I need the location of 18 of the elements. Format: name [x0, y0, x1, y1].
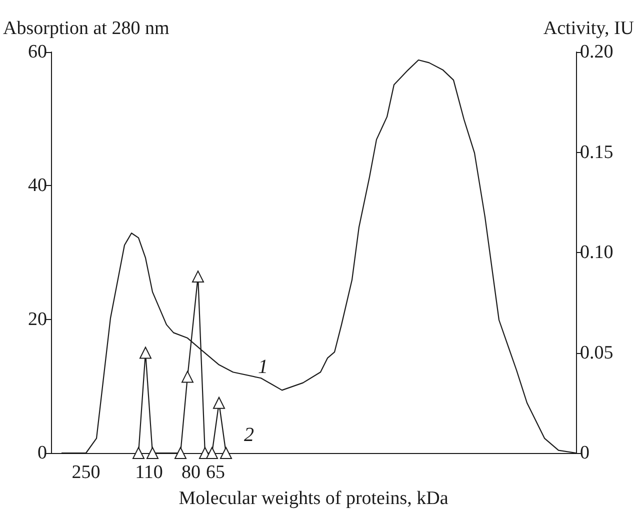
x-tick-label: 65	[206, 462, 225, 483]
x-tick-label: 80	[182, 462, 200, 483]
y2-tick-label: 0.05	[580, 342, 614, 364]
y-tick-label: 60	[28, 42, 47, 62]
annotation: 1	[258, 356, 268, 378]
x-tick-label: 110	[135, 462, 163, 483]
y2-tick-label: 0.15	[580, 142, 614, 163]
y-tick-label: 20	[28, 308, 47, 330]
y2-tick-label: 0	[580, 442, 590, 464]
y-tick-label: 0	[38, 442, 47, 464]
x-axis-title: Molecular weights of proteins, kDa	[178, 488, 449, 509]
annotation: 2	[244, 424, 254, 446]
y-tick-label: 40	[28, 175, 47, 196]
y2-axis-title: Activity, IU	[543, 18, 634, 39]
y2-tick-label: 0.10	[580, 242, 614, 263]
x-tick-label: 250	[72, 462, 100, 483]
y2-tick-label: 0.20	[580, 42, 614, 62]
y-axis-title: Absorption at 280 nm	[3, 18, 170, 39]
